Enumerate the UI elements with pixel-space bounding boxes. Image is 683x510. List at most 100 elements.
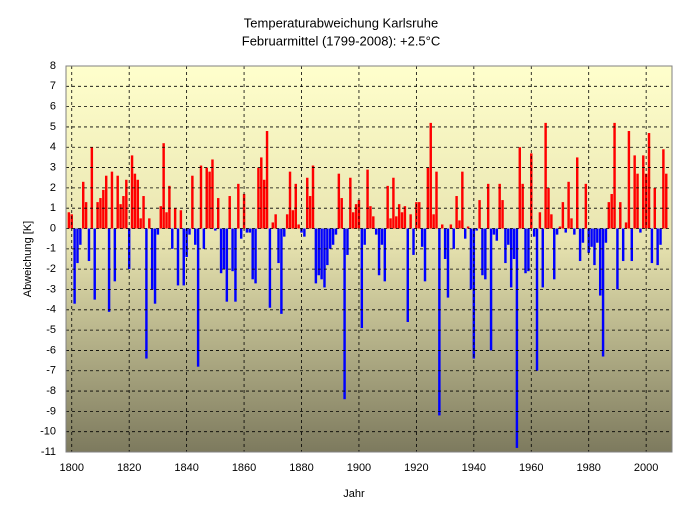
bar <box>122 196 125 229</box>
bar <box>443 228 447 259</box>
bar <box>96 202 99 229</box>
bar <box>208 171 211 229</box>
bar <box>265 131 269 229</box>
bar <box>346 228 349 255</box>
bar <box>323 228 326 288</box>
bar <box>360 228 364 329</box>
bar <box>492 228 496 235</box>
x-tick-label: 1800 <box>60 462 84 474</box>
bar <box>389 218 392 229</box>
bar <box>317 228 320 276</box>
bar <box>176 228 180 286</box>
bar <box>93 228 96 300</box>
bar <box>435 171 438 229</box>
bar <box>498 183 501 229</box>
bar <box>331 228 335 245</box>
bar <box>199 165 203 229</box>
y-tick-label: 0 <box>50 222 56 234</box>
bar <box>110 171 114 229</box>
bar <box>555 228 559 235</box>
bar <box>334 228 338 235</box>
bar <box>228 196 231 229</box>
bar <box>260 157 263 229</box>
y-tick-label: 2 <box>50 182 56 194</box>
bar <box>518 147 522 229</box>
bar <box>70 214 73 229</box>
x-tick-label: 2000 <box>634 462 658 474</box>
bar <box>486 183 490 229</box>
bar <box>156 228 160 235</box>
y-tick-label: 7 <box>50 80 56 92</box>
bar <box>274 214 277 229</box>
bar <box>168 185 171 229</box>
bar <box>159 206 162 229</box>
bar <box>665 173 668 229</box>
bar <box>619 202 622 229</box>
bar <box>380 228 384 245</box>
bar <box>211 159 214 229</box>
bar <box>624 222 628 229</box>
bar <box>418 202 421 229</box>
bar <box>254 228 257 284</box>
bar <box>99 198 102 229</box>
bar <box>481 228 484 276</box>
bar <box>630 228 634 262</box>
bar <box>67 212 71 229</box>
bar <box>429 122 432 229</box>
bar <box>363 228 366 245</box>
bar <box>288 171 292 229</box>
bar <box>136 179 140 229</box>
bar <box>283 228 286 237</box>
bar <box>113 228 117 282</box>
bar <box>87 228 91 262</box>
x-axis-label: Jahr <box>343 488 365 500</box>
bar <box>349 177 352 229</box>
bar <box>107 228 111 312</box>
bar <box>366 169 369 229</box>
bar <box>550 214 553 229</box>
bar <box>573 228 576 235</box>
bar <box>153 228 157 304</box>
bar <box>607 202 611 229</box>
x-tick-label: 1920 <box>404 462 428 474</box>
y-tick-label: -5 <box>46 324 56 336</box>
bar <box>400 212 404 229</box>
bar <box>202 228 206 249</box>
bar <box>403 206 407 229</box>
y-axis-label: Abweichung [K] <box>22 221 34 297</box>
bar <box>311 165 315 229</box>
bar <box>633 155 636 229</box>
bar <box>306 177 309 229</box>
bar <box>392 177 395 229</box>
bar <box>386 185 389 229</box>
bar <box>320 228 323 280</box>
bar <box>564 228 567 233</box>
y-tick-label: -2 <box>46 263 56 275</box>
bar <box>406 228 409 322</box>
bar <box>354 204 358 229</box>
bar <box>196 228 200 367</box>
bar <box>601 228 605 357</box>
bar <box>644 173 648 229</box>
x-tick-label: 1940 <box>462 462 486 474</box>
bar <box>553 228 556 280</box>
bar <box>578 228 582 262</box>
y-tick-label: -1 <box>46 243 56 255</box>
bar <box>449 224 453 229</box>
bar <box>383 228 387 282</box>
bar <box>538 212 542 229</box>
y-tick-label: -4 <box>46 304 56 316</box>
bar <box>119 204 122 229</box>
bar <box>104 175 108 229</box>
plot-background <box>66 66 672 452</box>
bar <box>280 228 283 314</box>
bar <box>231 228 234 272</box>
bar <box>466 226 470 229</box>
y-tick-label: 3 <box>50 161 56 173</box>
bar <box>584 183 588 229</box>
y-tick-label: -11 <box>41 446 56 458</box>
bar <box>150 228 154 290</box>
bar <box>455 196 458 229</box>
bar <box>530 153 533 229</box>
